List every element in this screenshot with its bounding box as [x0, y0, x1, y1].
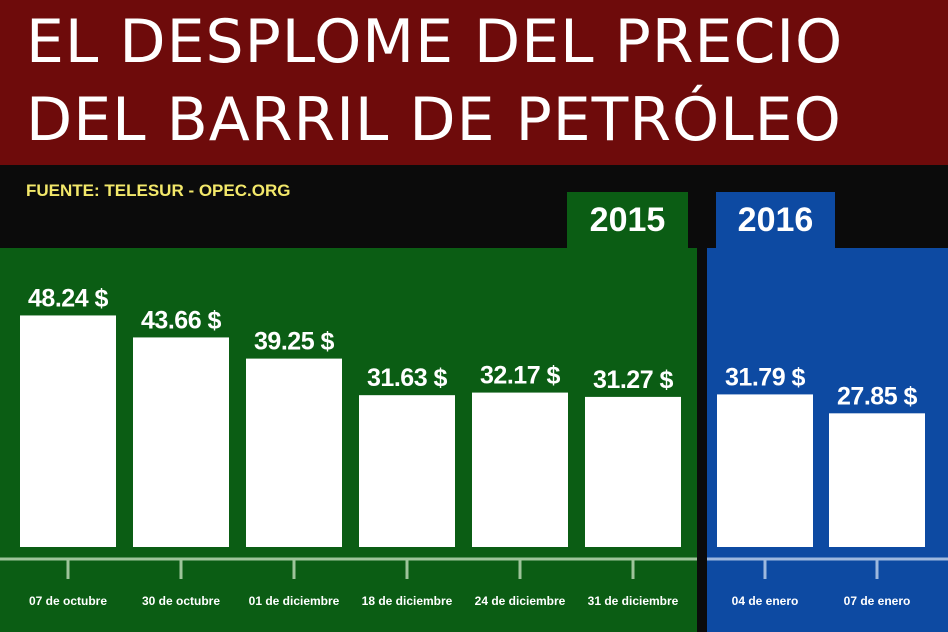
data-label-2015-6: 31.27 $: [593, 366, 674, 394]
bar-2015-1: [20, 315, 116, 547]
bar-2015-3: [246, 358, 342, 547]
bar-2015-2: [133, 337, 229, 547]
chart-title-line-1: EL DESPLOME DEL PRECIO: [26, 7, 844, 77]
data-label-2015-2: 43.66 $: [141, 306, 222, 334]
chart-title-line-2: DEL BARRIL DE PETRÓLEO: [26, 85, 842, 155]
x-tick-label-2016-2: 07 de enero: [844, 594, 911, 608]
year-tab-2015: 2015: [567, 192, 688, 248]
data-label-2015-1: 48.24 $: [28, 284, 109, 312]
year-tab-2016: 2016: [716, 192, 835, 248]
panel-2015: [0, 248, 697, 632]
x-tick-label-2015-4: 18 de diciembre: [362, 594, 453, 608]
bar-2015-6: [585, 396, 681, 547]
source-note: FUENTE: TELESUR - OPEC.ORG: [26, 181, 291, 200]
bar-2015-5: [472, 392, 568, 547]
title-banner: EL DESPLOME DEL PRECIO DEL BARRIL DE PET…: [0, 0, 948, 165]
bar-2016-1: [717, 394, 813, 547]
x-tick-label-2015-2: 30 de octubre: [142, 594, 220, 608]
data-label-2016-2: 27.85 $: [837, 382, 918, 410]
data-label-2015-5: 32.17 $: [480, 362, 561, 390]
data-label-2015-3: 39.25 $: [254, 328, 335, 356]
x-tick-label-2015-3: 01 de diciembre: [249, 594, 340, 608]
data-label-2016-1: 31.79 $: [725, 363, 806, 391]
x-tick-label-2016-1: 04 de enero: [732, 594, 799, 608]
bar-2016-2: [829, 413, 925, 547]
data-label-2015-4: 31.63 $: [367, 364, 448, 392]
bar-2015-4: [359, 395, 455, 547]
x-tick-label-2015-6: 31 de diciembre: [588, 594, 679, 608]
x-tick-label-2015-1: 07 de octubre: [29, 594, 107, 608]
x-tick-label-2015-5: 24 de diciembre: [475, 594, 566, 608]
